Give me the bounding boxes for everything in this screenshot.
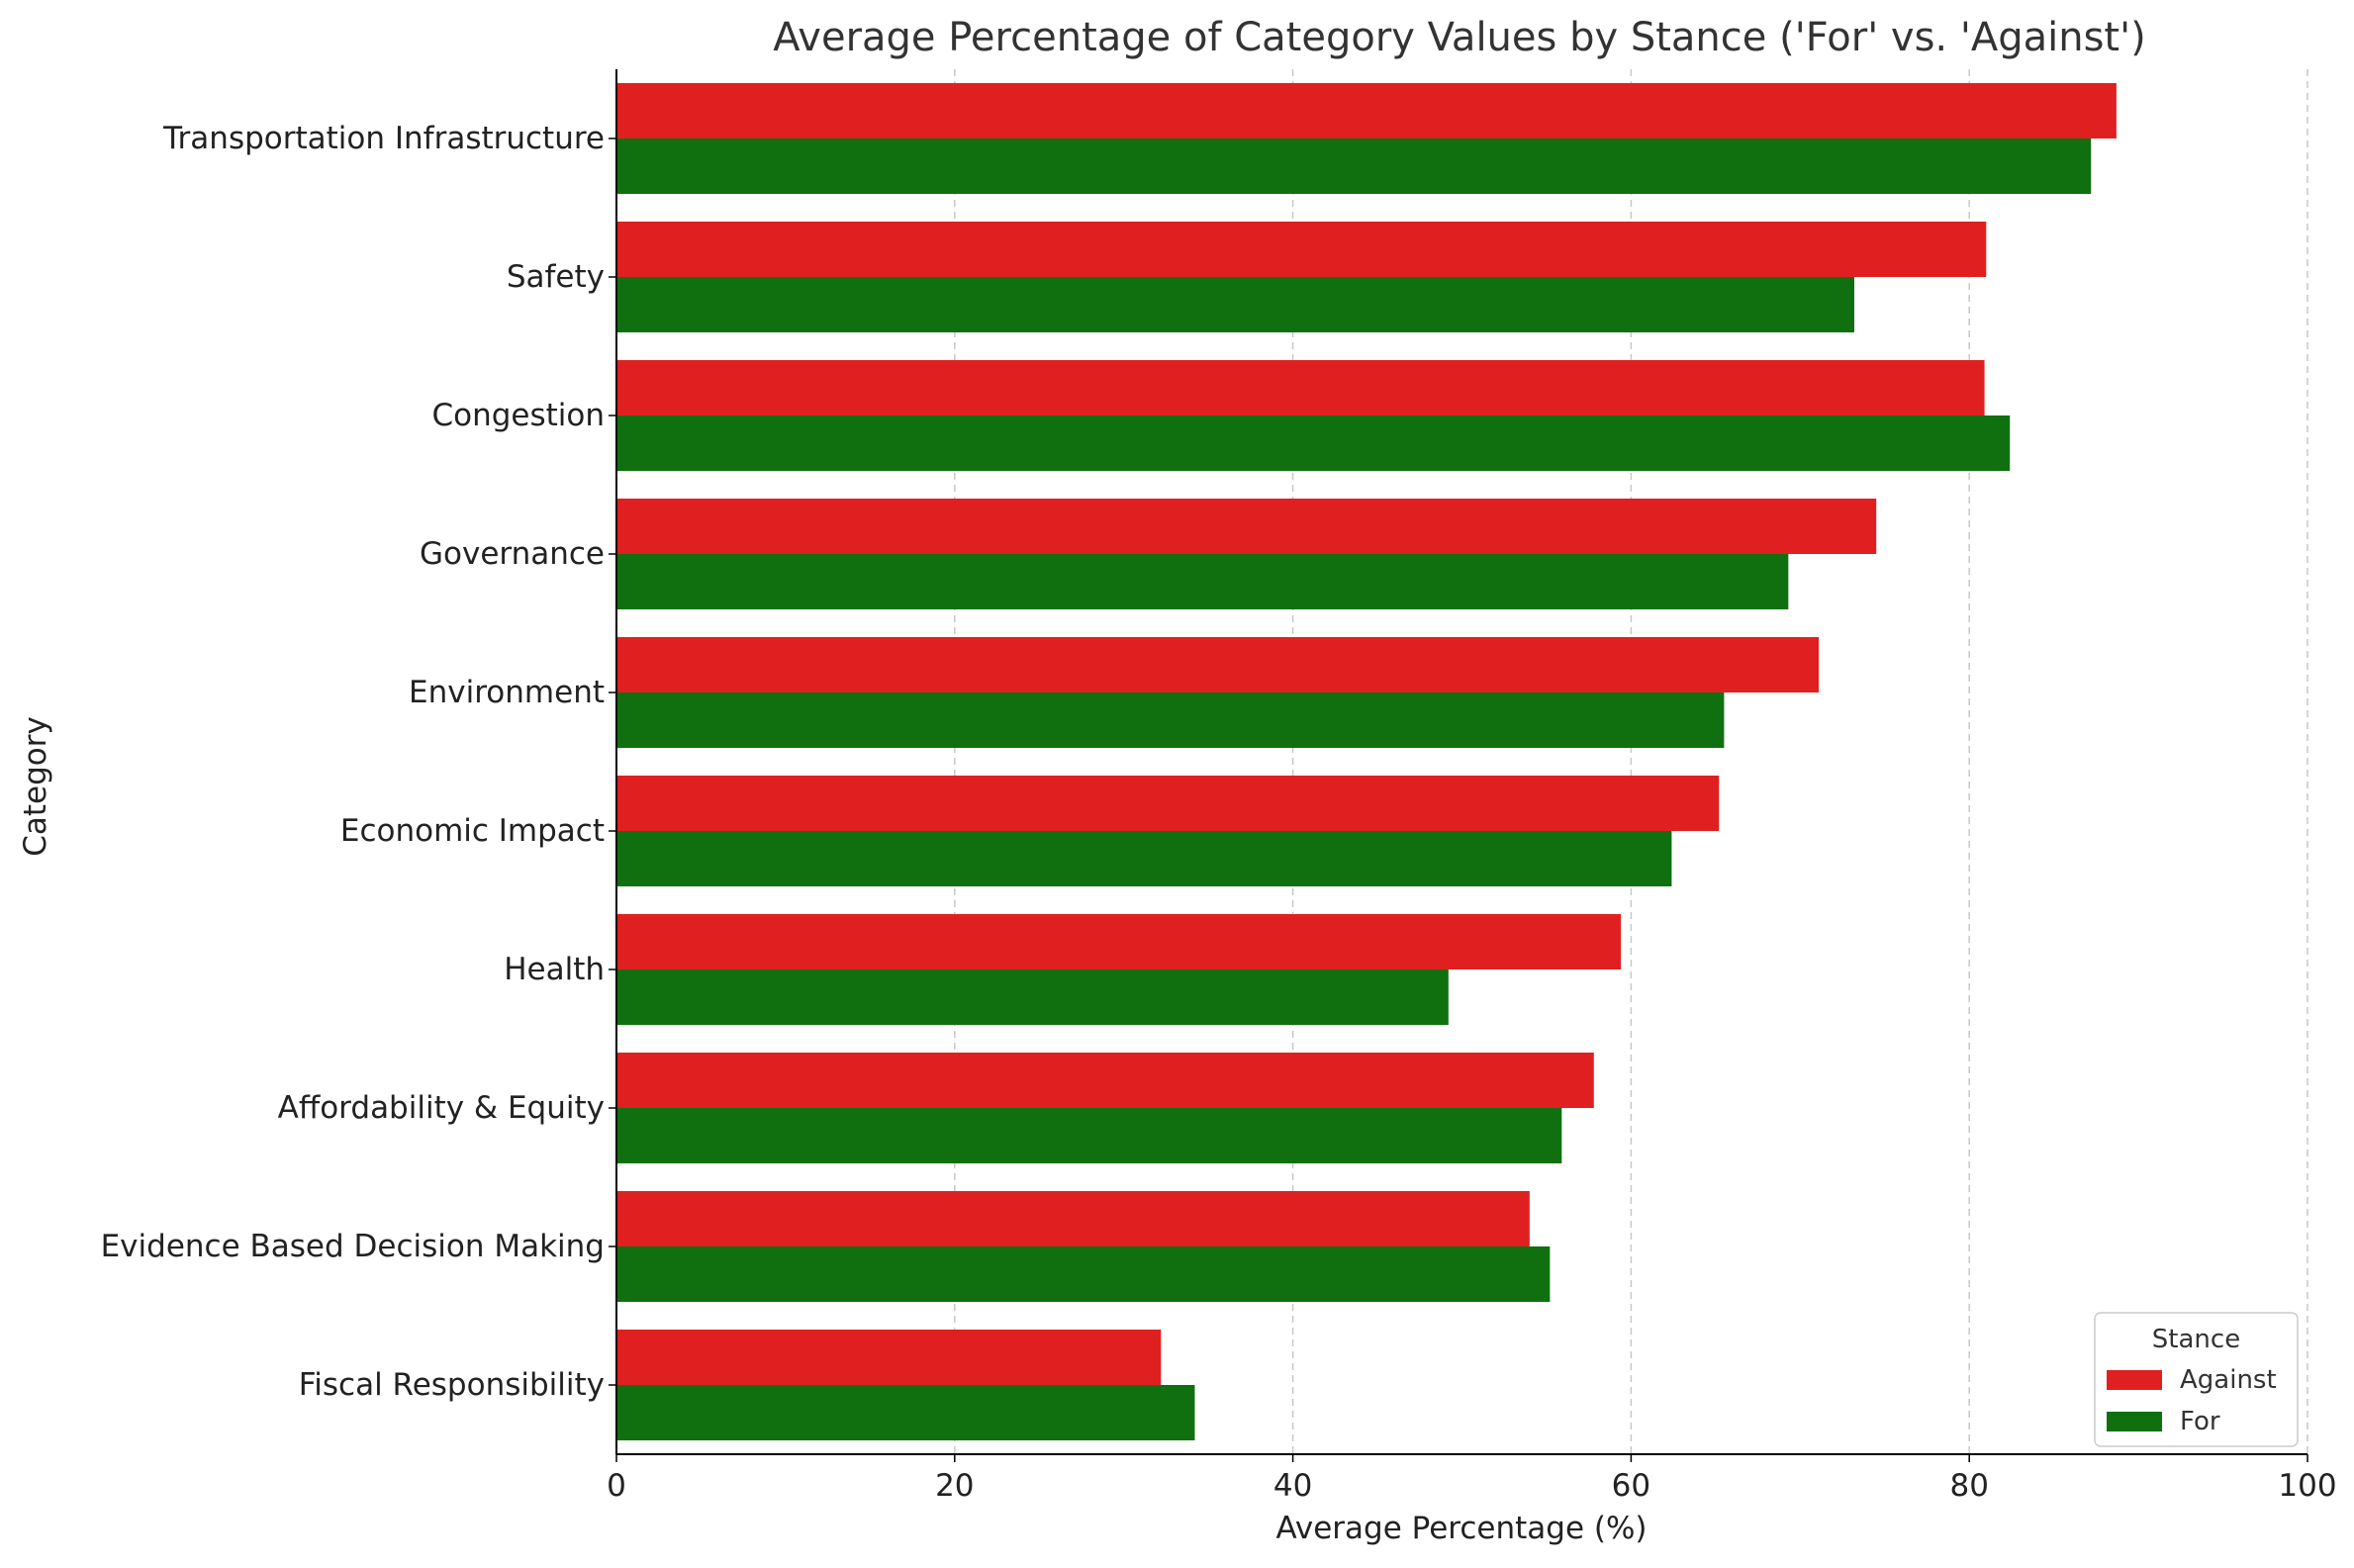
- bar-for-5: [616, 831, 1672, 886]
- x-tick-label-0: 0: [607, 1468, 626, 1504]
- bar-against-2: [616, 360, 1985, 415]
- legend: Stance Against For: [2094, 1312, 2299, 1447]
- x-tick-label-5: 100: [2278, 1468, 2336, 1504]
- y-tick-label-7: Affordability & Equity: [278, 1090, 605, 1126]
- bar-against-5: [616, 776, 1720, 831]
- y-tick-label-5: Economic Impact: [340, 813, 605, 849]
- bar-for-3: [616, 554, 1789, 609]
- bar-against-9: [616, 1330, 1162, 1385]
- legend-label-against: Against: [2180, 1365, 2277, 1395]
- legend-title: Stance: [2152, 1325, 2240, 1354]
- bar-for-1: [616, 277, 1854, 332]
- chart-title: Average Percentage of Category Values by…: [773, 15, 2145, 60]
- legend-label-for: For: [2180, 1407, 2220, 1436]
- x-tick-label-2: 40: [1273, 1468, 1312, 1504]
- bar-against-4: [616, 637, 1820, 692]
- bar-for-7: [616, 1108, 1562, 1163]
- tick-labels: Transportation Infrastructure Safety Conge…: [101, 121, 2337, 1504]
- y-tick-label-4: Environment: [409, 675, 605, 710]
- y-tick-label-8: Evidence Based Decision Making: [101, 1229, 605, 1264]
- x-tick-label-3: 60: [1612, 1468, 1650, 1504]
- bars: [616, 83, 2117, 1440]
- y-tick-label-6: Health: [504, 952, 605, 987]
- legend-swatch-against: [2107, 1370, 2162, 1390]
- bar-for-6: [616, 969, 1449, 1025]
- bar-for-9: [616, 1385, 1195, 1440]
- x-tick-label-1: 20: [935, 1468, 974, 1504]
- bar-for-4: [616, 692, 1725, 748]
- y-tick-label-2: Congestion: [431, 398, 605, 433]
- bar-against-1: [616, 222, 1987, 277]
- bar-for-2: [616, 415, 2011, 471]
- x-tick-label-4: 80: [1949, 1468, 1988, 1504]
- y-tick-label-1: Safety: [507, 259, 605, 295]
- bar-against-7: [616, 1053, 1594, 1108]
- x-axis-label: Average Percentage (%): [1275, 1511, 1647, 1546]
- y-axis-label: Category: [18, 716, 53, 857]
- y-tick-label-0: Transportation Infrastructure: [162, 121, 605, 156]
- axes: [609, 69, 2308, 1462]
- bar-against-8: [616, 1191, 1530, 1246]
- bar-for-8: [616, 1246, 1551, 1302]
- bar-for-0: [616, 138, 2092, 194]
- bar-against-6: [616, 914, 1622, 969]
- bar-against-0: [616, 83, 2117, 138]
- legend-swatch-for: [2107, 1412, 2162, 1431]
- bar-against-3: [616, 499, 1877, 554]
- y-tick-label-9: Fiscal Responsibility: [299, 1367, 605, 1403]
- y-tick-label-3: Governance: [420, 536, 605, 572]
